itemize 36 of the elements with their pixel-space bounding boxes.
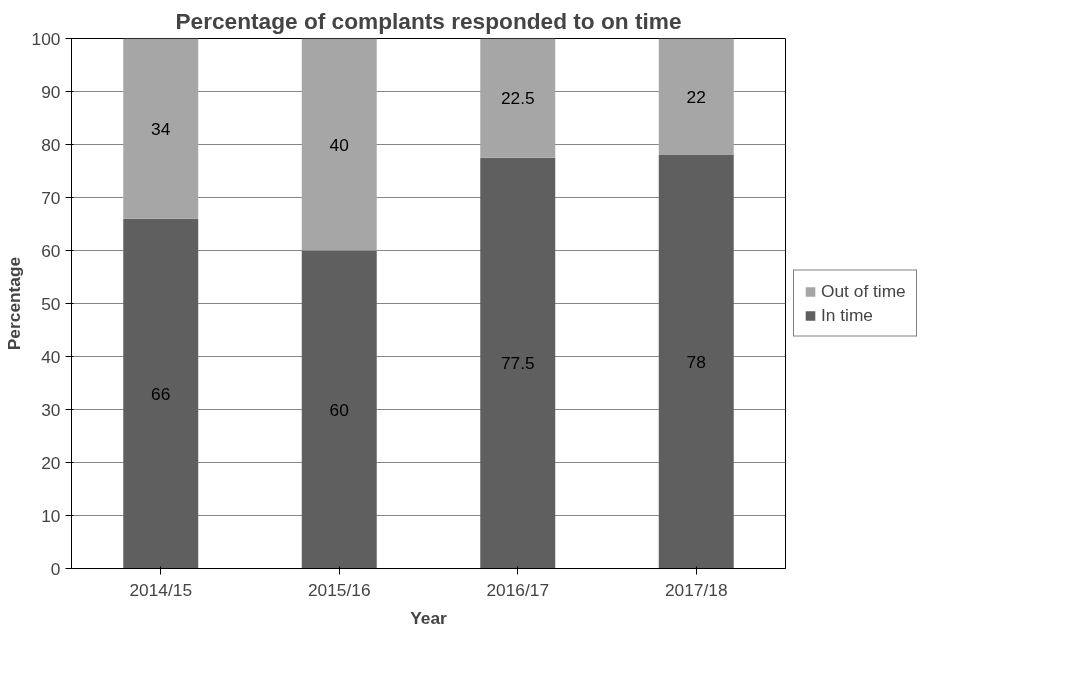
bar xyxy=(480,38,556,158)
y-tick-label: 20 xyxy=(41,452,61,473)
y-tick-label: 0 xyxy=(50,558,61,579)
data-label: 78 xyxy=(686,351,706,372)
legend-label: Out of time xyxy=(821,280,906,302)
bar xyxy=(123,218,199,569)
bar xyxy=(301,38,377,251)
y-tick-label: 80 xyxy=(41,134,61,155)
data-label: 66 xyxy=(151,383,171,404)
data-label: 34 xyxy=(151,118,171,139)
chart-title: Percentage of complants responded to on time xyxy=(175,7,682,34)
bar xyxy=(301,250,377,569)
y-tick-label: 70 xyxy=(41,187,61,208)
x-tick-label: 2015/16 xyxy=(307,579,371,600)
bar xyxy=(658,155,734,569)
data-label: 77.5 xyxy=(500,353,535,374)
y-tick-label: 10 xyxy=(41,505,61,526)
y-tick-label: 60 xyxy=(41,240,61,261)
y-tick-label: 100 xyxy=(31,28,61,49)
data-label: 40 xyxy=(329,134,349,155)
bar xyxy=(123,38,199,219)
y-tick-label: 50 xyxy=(41,293,61,314)
bar xyxy=(480,157,556,569)
y-axis-title: Percentage xyxy=(3,256,24,351)
legend-label: In time xyxy=(821,304,874,326)
x-axis-title: Year xyxy=(410,607,448,628)
y-tick-label: 30 xyxy=(41,399,61,420)
y-tick-label: 90 xyxy=(41,81,61,102)
x-tick-label: 2017/18 xyxy=(664,579,728,600)
x-tick-label: 2014/15 xyxy=(129,579,193,600)
data-label: 22.5 xyxy=(500,88,535,109)
data-label: 60 xyxy=(329,399,349,420)
y-tick-label: 40 xyxy=(41,346,61,367)
bar xyxy=(658,38,734,156)
x-tick-label: 2016/17 xyxy=(486,579,550,600)
data-label: 22 xyxy=(686,86,706,107)
